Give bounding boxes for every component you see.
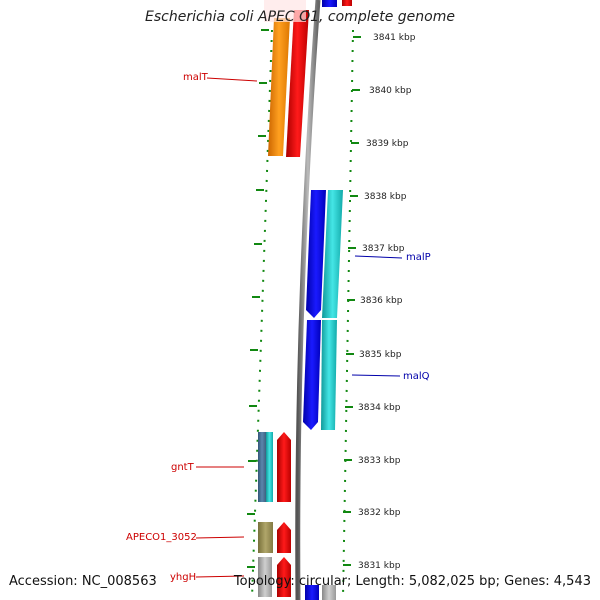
gene-feature-red	[286, 10, 309, 157]
gene-label-apeco1-3052: APECO1_3052	[126, 532, 197, 543]
ruler-major-ticks	[343, 36, 361, 566]
gene-feature-cyan-lower	[321, 320, 337, 430]
gene-feature-malP	[306, 190, 326, 318]
ruler-labels: 3841 kbp 3840 kbp 3839 kbp 3838 kbp 3837…	[358, 33, 416, 571]
gene-feature-bottom-gray	[322, 585, 336, 600]
ruler-label: 3841 kbp	[373, 33, 416, 43]
gene-label-malQ: malQ	[403, 371, 430, 382]
gene-feature-gntT-red	[277, 432, 291, 502]
gene-labels: malT malP malQ gntT APECO1_3052 yhgH	[126, 72, 431, 583]
ruler-label: 3839 kbp	[366, 139, 409, 149]
label-leader-lines	[195, 77, 403, 578]
gene-feature-bottom-blue	[305, 585, 319, 600]
gene-label-malT: malT	[183, 72, 209, 83]
gene-feature-yhgH-red	[277, 557, 291, 597]
gene-feature-cyan-upper	[322, 190, 343, 318]
genome-summary-text: Topology: circular; Length: 5,082,025 bp…	[233, 574, 591, 589]
ruler-label: 3832 kbp	[358, 508, 401, 518]
gene-feature-orange	[268, 18, 290, 156]
genome-title: Escherichia coli APEC O1, complete genom…	[145, 9, 455, 25]
ruler-label: 3838 kbp	[364, 192, 407, 202]
gene-feature-gntT-steel	[258, 432, 266, 502]
gene-feature-apeco-olive	[258, 522, 273, 553]
gene-feature-malQ	[303, 320, 321, 430]
left-tick-track	[251, 29, 273, 599]
gene-feature-yhgH-gray	[258, 557, 272, 597]
gene-feature-gntT-cyan	[266, 432, 273, 502]
left-major-ticks	[247, 29, 269, 568]
gene-feature-top-red	[342, 0, 352, 6]
ruler-label: 3835 kbp	[359, 350, 402, 360]
gene-label-malP: malP	[406, 252, 431, 263]
ruler-label: 3833 kbp	[358, 456, 401, 466]
gene-feature-top-faint	[264, 0, 306, 22]
ruler-label: 3834 kbp	[358, 403, 401, 413]
ruler-label: 3836 kbp	[360, 296, 403, 306]
ruler-label: 3837 kbp	[362, 244, 405, 254]
genome-backbone	[295, 0, 321, 600]
ruler-label: 3840 kbp	[369, 86, 412, 96]
gene-label-gntT: gntT	[171, 462, 195, 473]
ruler-label: 3831 kbp	[358, 561, 401, 571]
gene-feature-apeco-red	[277, 522, 291, 553]
gene-label-yhgH: yhgH	[170, 572, 196, 583]
gene-feature-top-blue	[322, 0, 337, 7]
accession-text: Accession: NC_008563	[9, 574, 157, 589]
